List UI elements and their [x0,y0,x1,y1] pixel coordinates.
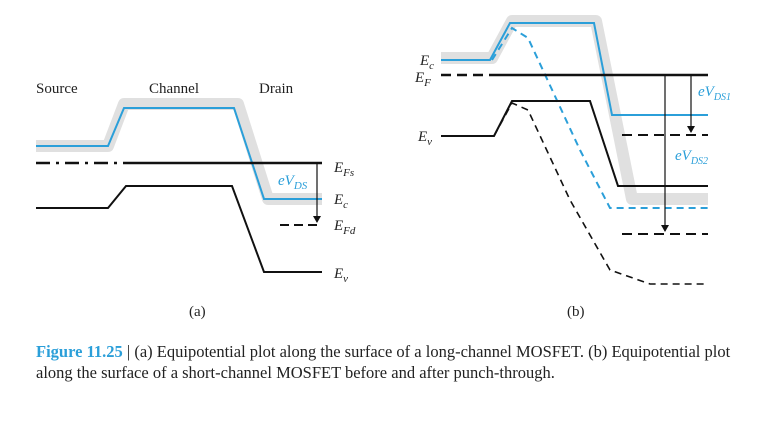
panel-a-label: (a) [189,304,206,320]
label-b-ev: Ev [417,129,432,148]
label-a-ev: Ev [333,266,348,285]
band-diagram-figure: Source Channel Drain EFs Ec EFd Ev eVDS … [36,15,731,320]
label-drain: Drain [259,81,294,97]
panel-b-valence-band-after [493,101,708,285]
panel-a-conduction-band [36,107,322,200]
label-a-efs: EFs [333,160,354,179]
panel-b-label: (b) [567,304,585,320]
label-b-ec: Ec [419,53,434,72]
label-b-ef: EF [414,70,431,89]
label-b-evds1: eVDS1 [698,84,731,103]
caption-number: Figure 11.25 [36,342,123,361]
caption-separator: | [122,342,135,361]
panel-b: Ec EF Ev eVDS1 eVDS2 (b) [414,15,731,320]
caption-text: (a) Equipotential plot along the surface… [36,342,731,382]
label-a-evds: eVDS [278,173,308,192]
panel-b-ec-shadow [441,15,708,205]
label-a-efd: EFd [333,218,356,237]
label-b-evds2: eVDS2 [675,148,708,167]
label-a-ec: Ec [333,192,348,211]
label-channel: Channel [149,81,199,97]
figure-caption: Figure 11.25 | (a) Equipotential plot al… [36,341,756,383]
panel-a: Source Channel Drain EFs Ec EFd Ev eVDS … [36,81,356,320]
panel-b-valence-band-before [441,100,708,187]
label-source: Source [36,81,78,97]
panel-a-valence-band [36,185,322,273]
panel-b-conduction-band-before [441,22,708,116]
